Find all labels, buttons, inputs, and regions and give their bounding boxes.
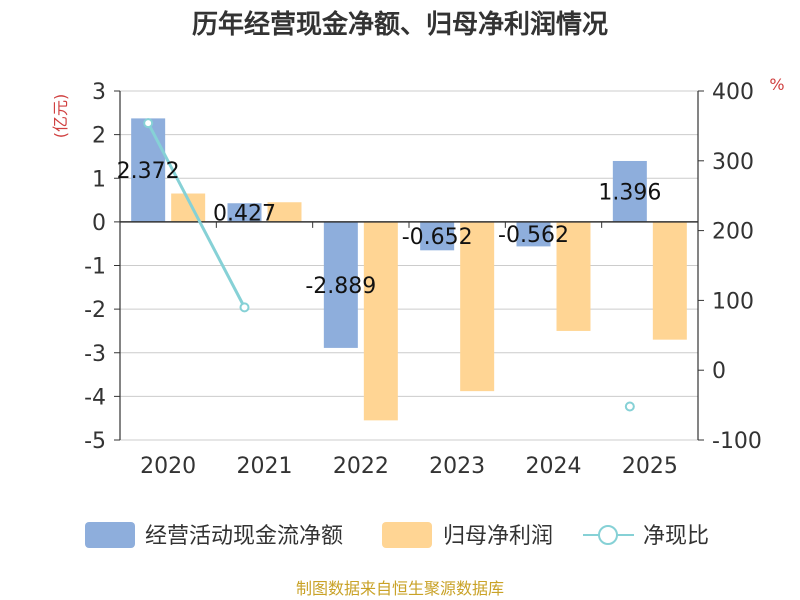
legend-swatch-cashflow	[85, 522, 135, 548]
left-tick-label: -3	[84, 342, 106, 367]
chart-title: 历年经营现金净额、归母净利润情况	[192, 9, 608, 40]
line-layer	[143, 118, 635, 412]
x-tick-label: 2022	[333, 454, 389, 479]
right-axis-unit: %	[769, 75, 784, 94]
bar-cashflow	[227, 203, 262, 222]
legend-swatch-ratio-marker	[598, 525, 618, 545]
bar-value-label: -0.652	[402, 225, 473, 250]
bar-value-label: 1.396	[598, 180, 661, 205]
bar-cashflow	[131, 118, 166, 222]
x-tick-label: 2024	[526, 454, 582, 479]
source-note: 制图数据来自恒生聚源数据库	[296, 579, 504, 598]
bar-value-label: 0.427	[213, 202, 276, 227]
ratio-point	[143, 118, 154, 129]
bar-value-label: -0.562	[498, 223, 569, 248]
left-tick-label: -5	[84, 429, 106, 454]
ratio-line-segment	[146, 122, 246, 309]
bar-netprofit	[556, 221, 591, 331]
left-tick-label: -1	[84, 255, 106, 280]
axes-layer	[114, 90, 704, 441]
bars-layer	[131, 118, 687, 421]
legend-label-ratio: 净现比	[643, 524, 709, 549]
x-tick-label: 2021	[237, 454, 293, 479]
right-tick-label: -100	[712, 429, 762, 454]
bar-cashflow	[420, 221, 455, 251]
x-tick-label: 2023	[429, 454, 485, 479]
left-tick-label: 2	[92, 124, 106, 149]
bar-netprofit	[363, 221, 398, 421]
bar-netprofit	[652, 221, 687, 340]
bar-netprofit	[460, 221, 495, 392]
legend-item-cashflow[interactable]: 经营活动现金流净额	[85, 522, 343, 549]
bar-cashflow	[323, 221, 358, 348]
left-tick-label: 1	[92, 167, 106, 192]
left-axis-unit: (亿元)	[51, 94, 70, 139]
legend-swatch-netprofit	[382, 522, 432, 548]
left-tick-label: 3	[92, 80, 106, 105]
left-tick-label: 0	[92, 211, 106, 236]
right-tick-label: 300	[712, 150, 754, 175]
left-tick-label: -4	[84, 385, 106, 410]
x-axis-ticks: 2020 2021 2022 2023 2024 2025	[140, 454, 678, 479]
right-tick-label: 100	[712, 289, 754, 314]
left-tick-label: -2	[84, 298, 106, 323]
legend-item-ratio[interactable]: 净现比	[583, 524, 709, 549]
bar-value-label: -2.889	[305, 274, 376, 299]
gridlines	[120, 90, 698, 441]
bar-netprofit	[267, 202, 302, 222]
ratio-point	[239, 302, 250, 313]
right-axis-ticks: 400 300 200 100 0 -100	[712, 80, 762, 454]
right-tick-label: 0	[712, 359, 726, 384]
x-tick-label: 2020	[140, 454, 196, 479]
bar-cashflow	[612, 160, 647, 222]
data-labels: 2.372 0.427 -2.889 -0.652 -0.562 1.396	[117, 159, 662, 299]
legend-label-cashflow: 经营活动现金流净额	[145, 524, 343, 549]
bar-value-label: 2.372	[117, 159, 180, 184]
legend: 经营活动现金流净额 归母净利润 净现比	[85, 522, 709, 549]
ratio-point	[624, 401, 635, 412]
x-tick-label: 2025	[622, 454, 678, 479]
legend-item-netprofit[interactable]: 归母净利润	[382, 522, 553, 549]
right-tick-label: 400	[712, 80, 754, 105]
legend-label-netprofit: 归母净利润	[443, 524, 553, 549]
left-axis-ticks: 3 2 1 0 -1 -2 -3 -4 -5	[84, 80, 106, 454]
right-tick-label: 200	[712, 220, 754, 245]
bar-cashflow	[516, 221, 551, 247]
